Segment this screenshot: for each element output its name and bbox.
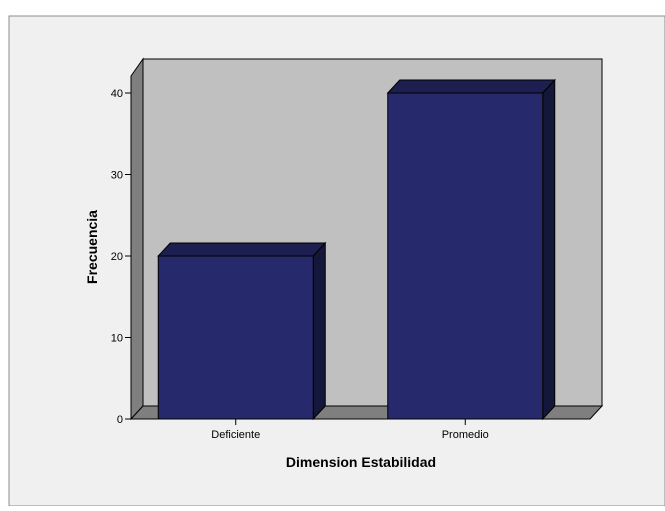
y-axis: 0 10 20 30 40 [111,88,131,426]
chart-left-wall [130,57,144,421]
y-tick-label: 40 [111,88,123,100]
bar-front-face [157,255,314,420]
bar-side-face [312,241,326,421]
y-axis-label: Frecuencia [84,210,100,284]
bar-deficiente [157,241,327,421]
bar-promedio [386,78,556,421]
y-tick-label: 20 [111,251,123,263]
bar-side-face [542,78,556,421]
y-tick-label: 30 [111,170,123,182]
bars [157,78,556,421]
y-tick-label: 10 [111,333,123,345]
x-axis-label: Dimension Estabilidad [286,454,436,470]
bar-front-face [387,92,544,420]
x-tick-label: Promedio [442,429,489,441]
x-axis: Deficiente Promedio [211,419,489,441]
bar-top-face [386,79,556,94]
x-tick-label: Deficiente [211,429,260,441]
y-tick-label: 0 [117,414,123,426]
bar-top-face [157,242,327,257]
